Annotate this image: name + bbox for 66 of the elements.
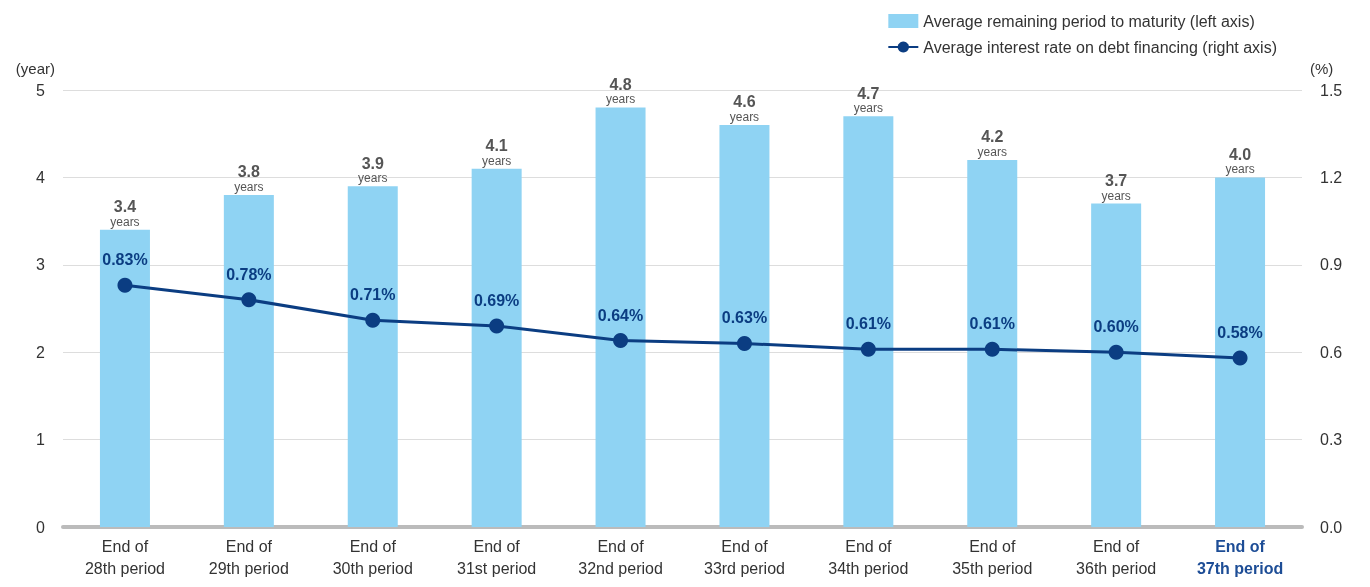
x-tick-label: End of 36th period bbox=[1076, 537, 1157, 577]
point bbox=[984, 341, 1000, 357]
data-label: 3.8 years bbox=[234, 163, 264, 194]
data-label: 0.61% bbox=[969, 315, 1015, 333]
y-tick-label: 1 bbox=[36, 431, 46, 449]
y-tick-label: 5 bbox=[36, 81, 46, 99]
legend-label: Average remaining period to maturity (left axis) bbox=[923, 12, 1255, 30]
y2-tick-label: 0.9 bbox=[1320, 256, 1343, 274]
data-label: 0.83% bbox=[102, 251, 148, 269]
bar bbox=[471, 168, 522, 527]
y2-tick-label: 0.0 bbox=[1320, 518, 1343, 536]
y-tick-label: 3 bbox=[36, 256, 46, 274]
data-label: 4.2 years bbox=[977, 128, 1007, 159]
x-tick-label: End of 37th period bbox=[1196, 537, 1284, 577]
x-tick-label: End of 28th period bbox=[84, 537, 165, 577]
data-label: 3.7 years bbox=[1101, 172, 1131, 203]
y2-tick-label: 1.2 bbox=[1320, 168, 1343, 186]
y2-axis-title: (%) bbox=[1310, 60, 1334, 77]
y-tick-label: 4 bbox=[36, 168, 46, 186]
data-label: 3.9 years bbox=[358, 154, 388, 186]
bar bbox=[967, 159, 1018, 527]
bar bbox=[719, 124, 770, 527]
point bbox=[613, 333, 629, 349]
y2-tick-label: 0.3 bbox=[1320, 431, 1343, 449]
bar bbox=[595, 107, 646, 527]
data-label: 0.58% bbox=[1217, 324, 1263, 342]
point bbox=[365, 312, 381, 328]
legend-label: Average interest rate on debt financing (right axis) bbox=[923, 38, 1278, 56]
data-label: 0.78% bbox=[226, 265, 272, 283]
x-tick-label: End of 34th period bbox=[828, 537, 909, 577]
data-label: 3.4 years bbox=[110, 198, 140, 229]
data-label: 4.1 years bbox=[481, 137, 512, 168]
point bbox=[489, 318, 505, 334]
x-tick-label: End of 30th period bbox=[332, 537, 413, 577]
y2-tick-label: 0.6 bbox=[1320, 343, 1343, 361]
point bbox=[117, 277, 133, 293]
x-tick-label: End of 31st period bbox=[457, 537, 537, 577]
y-tick-label: 2 bbox=[36, 343, 46, 361]
bar bbox=[99, 229, 150, 527]
data-label: 0.69% bbox=[473, 291, 520, 309]
y-tick-label: 0 bbox=[36, 518, 46, 536]
bar bbox=[223, 194, 274, 527]
data-label: 4.6 years bbox=[729, 93, 760, 124]
data-label: 4.0 years bbox=[1225, 145, 1255, 177]
y-axis-title: (year) bbox=[15, 60, 55, 77]
bar bbox=[1215, 177, 1266, 527]
bar bbox=[1091, 203, 1142, 527]
x-tick-label: End of 35th period bbox=[952, 537, 1033, 577]
x-tick-label: End of 32nd period bbox=[578, 537, 663, 577]
y2-tick-label: 1.5 bbox=[1320, 81, 1343, 99]
data-label: 4.8 years bbox=[605, 75, 636, 107]
point bbox=[736, 335, 752, 351]
bar bbox=[347, 186, 398, 527]
point bbox=[1232, 350, 1248, 366]
point bbox=[1108, 344, 1124, 360]
data-label: 0.64% bbox=[597, 306, 644, 324]
data-label: 0.71% bbox=[350, 286, 396, 304]
data-label: 0.60% bbox=[1093, 318, 1139, 336]
data-label: 4.7 years bbox=[853, 84, 884, 116]
data-label: 0.63% bbox=[721, 309, 768, 327]
x-tick-label: End of 29th period bbox=[208, 537, 289, 577]
point bbox=[860, 341, 876, 357]
x-tick-label: End of 33rd period bbox=[703, 537, 785, 577]
bar bbox=[843, 116, 894, 527]
point bbox=[241, 292, 257, 308]
data-label: 0.61% bbox=[845, 315, 892, 333]
